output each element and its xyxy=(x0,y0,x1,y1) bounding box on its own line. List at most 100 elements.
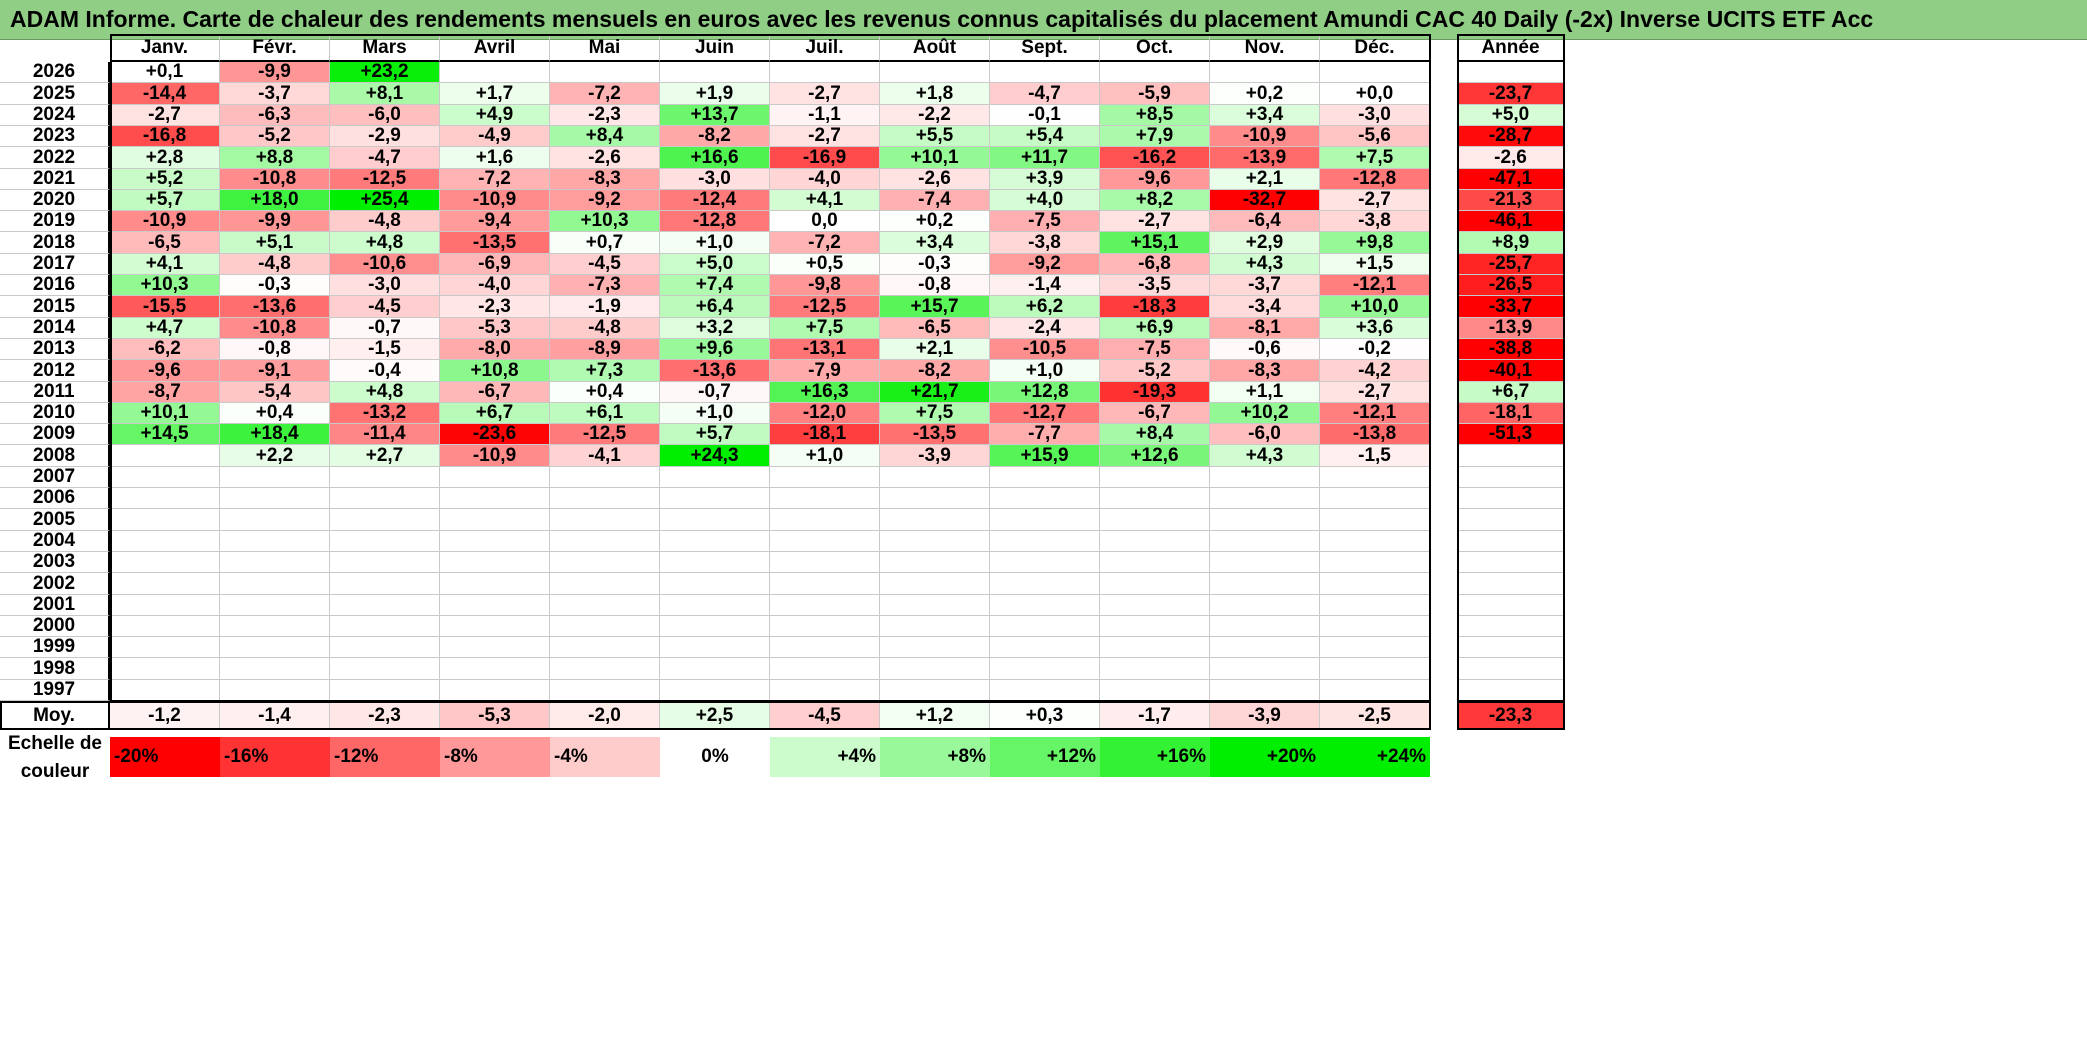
heatmap-cell: -0,4 xyxy=(330,360,440,382)
heatmap-cell: +10,0 xyxy=(1320,296,1430,318)
year-label: 2001 xyxy=(0,594,110,616)
heatmap-cell: -0,7 xyxy=(660,381,770,403)
year-label: 1999 xyxy=(0,636,110,658)
heatmap-cell xyxy=(440,488,550,509)
heatmap-cell xyxy=(770,680,880,701)
heatmap-cell: +0,2 xyxy=(1210,83,1320,105)
heatmap-cell: +5,1 xyxy=(220,232,330,254)
heatmap-cell: -12,1 xyxy=(1320,274,1430,296)
annual-cell: -21,3 xyxy=(1457,189,1565,211)
heatmap-cell: +1,0 xyxy=(660,232,770,254)
heatmap-cell: +6,9 xyxy=(1100,317,1210,339)
heatmap-cell xyxy=(880,488,990,509)
heatmap-cell: -7,2 xyxy=(770,232,880,254)
heatmap-cell xyxy=(220,680,330,701)
heatmap-cell xyxy=(990,658,1100,680)
heatmap-cell: -10,8 xyxy=(220,168,330,190)
heatmap-cell: +2,1 xyxy=(880,338,990,360)
heatmap-cell xyxy=(220,573,330,595)
annual-cell: +8,9 xyxy=(1457,232,1565,254)
heatmap-cell xyxy=(110,680,220,701)
average-label: Moy. xyxy=(0,703,110,729)
annual-cell xyxy=(1457,573,1565,595)
heatmap-cell xyxy=(880,658,990,680)
heatmap-cell: -11,4 xyxy=(330,423,440,445)
heatmap-cell: +4,8 xyxy=(330,381,440,403)
heatmap-cell xyxy=(110,573,220,595)
heatmap-cell: -2,4 xyxy=(990,317,1100,339)
heatmap-cell: +10,8 xyxy=(440,360,550,382)
heatmap-cell: -7,9 xyxy=(770,360,880,382)
heatmap-cell xyxy=(990,552,1100,573)
heatmap-cell xyxy=(440,552,550,573)
legend-swatch: -8% xyxy=(440,737,550,777)
heatmap-cell xyxy=(330,637,440,658)
heatmap-cell: -4,7 xyxy=(990,83,1100,105)
heatmap-cell: -3,7 xyxy=(220,83,330,105)
heatmap-cell: -7,3 xyxy=(550,274,660,296)
heatmap-cell xyxy=(110,552,220,573)
heatmap-cell xyxy=(550,658,660,680)
heatmap-cell xyxy=(440,616,550,637)
heatmap-cell: -8,7 xyxy=(110,381,220,403)
heatmap-cell: -0,6 xyxy=(1210,338,1320,360)
heatmap-cell: -6,0 xyxy=(330,104,440,126)
average-cell: +0,3 xyxy=(990,703,1100,729)
heatmap-cell: +3,4 xyxy=(880,232,990,254)
heatmap-cell xyxy=(330,552,440,573)
average-cell: -1,4 xyxy=(220,703,330,729)
heatmap-cell xyxy=(990,488,1100,509)
heatmap-cell xyxy=(770,467,880,488)
heatmap-cell xyxy=(990,467,1100,488)
heatmap-cell: +18,4 xyxy=(220,423,330,445)
heatmap-cell: -13,5 xyxy=(440,232,550,254)
average-cell: -3,9 xyxy=(1210,703,1320,729)
heatmap-cell: +2,8 xyxy=(110,147,220,169)
heatmap-cell: +5,4 xyxy=(990,125,1100,147)
heatmap-cell xyxy=(1210,531,1320,552)
average-cell: -1,2 xyxy=(110,703,220,729)
heatmap-cell: -0,8 xyxy=(880,274,990,296)
heatmap-cell: +8,2 xyxy=(1100,189,1210,211)
year-label: 2003 xyxy=(0,551,110,573)
average-cell: -2,3 xyxy=(330,703,440,729)
heatmap-cell xyxy=(440,509,550,531)
heatmap-cell xyxy=(1100,616,1210,637)
heatmap-cell xyxy=(880,637,990,658)
heatmap-cell xyxy=(990,531,1100,552)
heatmap-cell: -9,2 xyxy=(990,253,1100,275)
annual-cell: -13,9 xyxy=(1457,317,1565,339)
heatmap-cell xyxy=(1100,658,1210,680)
heatmap-cell xyxy=(1210,658,1320,680)
heatmap-cell xyxy=(1320,637,1430,658)
heatmap-cell: -5,9 xyxy=(1100,83,1210,105)
heatmap-cell: -3,8 xyxy=(1320,210,1430,232)
heatmap-cell: -19,3 xyxy=(1100,381,1210,403)
annual-cell xyxy=(1457,616,1565,637)
heatmap-cell xyxy=(1320,658,1430,680)
heatmap-cell: -2,3 xyxy=(550,104,660,126)
heatmap-cell: +8,4 xyxy=(1100,423,1210,445)
heatmap-cell: -12,5 xyxy=(550,423,660,445)
heatmap-cell: +3,9 xyxy=(990,168,1100,190)
heatmap-cell: +7,5 xyxy=(770,317,880,339)
heatmap-cell xyxy=(220,488,330,509)
heatmap-cell xyxy=(770,62,880,83)
heatmap-cell: -9,9 xyxy=(220,61,330,83)
heatmap-cell xyxy=(440,595,550,616)
legend-swatch: +16% xyxy=(1100,737,1210,777)
month-header: Déc. xyxy=(1320,35,1430,62)
heatmap-cell: -12,8 xyxy=(660,210,770,232)
month-header: Sept. xyxy=(990,35,1100,62)
month-header: Juin xyxy=(660,35,770,62)
heatmap-cell xyxy=(110,531,220,552)
year-label: 2008 xyxy=(0,445,110,467)
month-header: Mars xyxy=(330,35,440,62)
heatmap-cell: -2,7 xyxy=(1320,189,1430,211)
heatmap-cell: -4,0 xyxy=(440,274,550,296)
heatmap-cell xyxy=(330,488,440,509)
heatmap-cell: -2,9 xyxy=(330,125,440,147)
month-header: Janv. xyxy=(110,35,220,62)
heatmap-cell xyxy=(1100,680,1210,701)
heatmap-cell xyxy=(330,680,440,701)
